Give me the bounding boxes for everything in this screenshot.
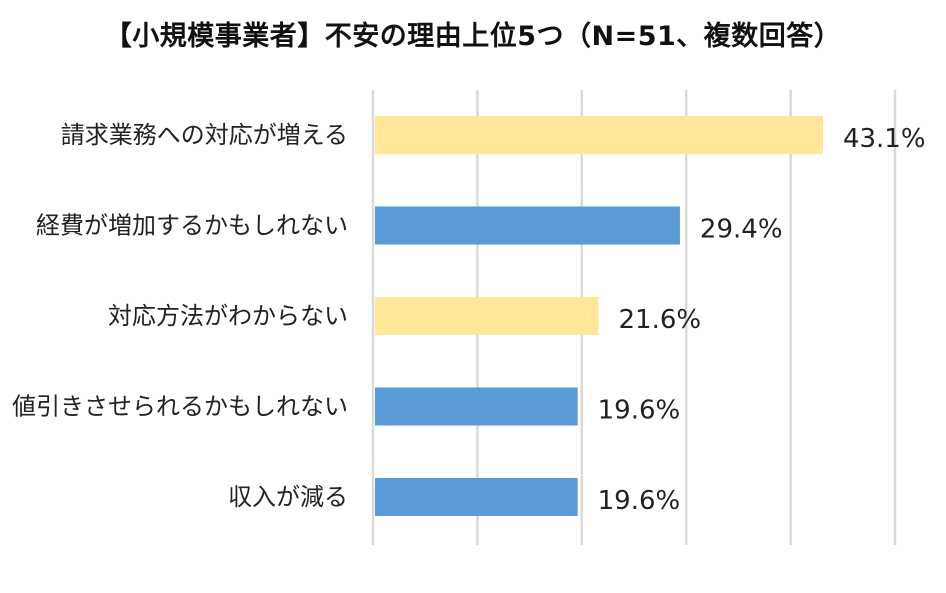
category-label: 値引きさせられるかもしれない <box>12 393 348 421</box>
value-label: 21.6% <box>619 305 702 335</box>
bar <box>375 297 599 335</box>
value-label: 29.4% <box>700 215 783 245</box>
value-label: 19.6% <box>598 486 681 516</box>
category-label: 請求業務への対応が増える <box>61 121 348 149</box>
category-label: 対応方法がわからない <box>108 302 348 330</box>
bar <box>375 478 578 516</box>
bar <box>375 387 578 426</box>
chart-title: 【小規模事業者】不安の理由上位5つ（N=51、複数回答） <box>104 21 842 52</box>
bar <box>375 206 680 245</box>
bar <box>375 116 823 154</box>
category-label: 経費が増加するかもしれない <box>36 212 348 240</box>
value-label: 19.6% <box>598 396 681 426</box>
category-label: 収入が減る <box>228 483 348 511</box>
value-label: 43.1% <box>843 124 926 154</box>
